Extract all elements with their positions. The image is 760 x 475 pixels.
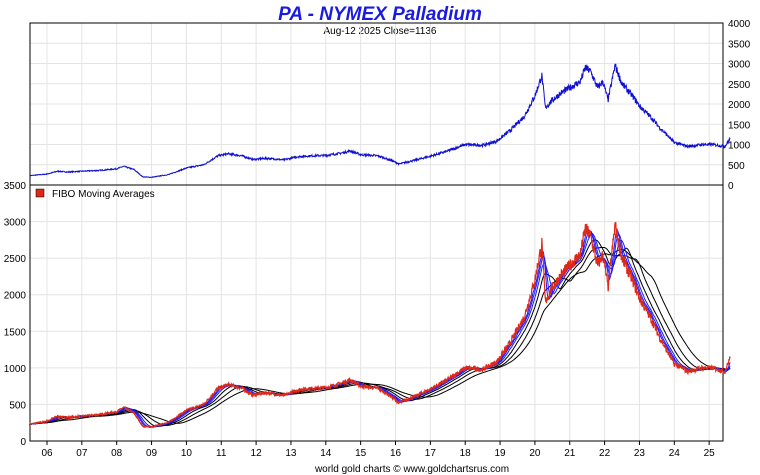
bottom-panel-grid [30,184,723,442]
x-tick-label: 17 [425,448,437,459]
x-tick-label: 24 [669,448,681,459]
top-y-tick-label: 1000 [728,141,751,152]
legend-label: FIBO Moving Averages [52,189,155,200]
ma-21-line [29,229,731,428]
bottom-y-tick-label: 2000 [4,291,27,302]
top-panel-grid [30,22,723,186]
top-y-tick-label: 1500 [728,120,751,131]
bottom-y-tick-label: 0 [20,437,26,448]
top-price-series [29,63,731,179]
x-tick-label: 07 [76,448,88,459]
x-tick-label: 08 [111,448,123,459]
footer-credit: world gold charts © www.goldchartsrus.co… [314,464,509,475]
top-y-tick-label: 0 [728,181,734,192]
x-tick-label: 14 [320,448,332,459]
x-tick-label: 10 [181,448,193,459]
ma-89-line [29,239,731,427]
bottom-y-tick-label: 1500 [4,327,27,338]
bottom-y-tick-label: 1000 [4,364,27,375]
x-axis: 06 07 08 09 10 11 12 13 14 15 16 17 18 19 20 21 22 23 24 25 [41,441,715,459]
ma-144-line [29,246,731,427]
x-tick-label: 21 [564,448,576,459]
legend-swatch [35,188,45,198]
bottom-y-axis: 0 500 1000 1500 2000 2500 3000 3500 [4,181,27,448]
x-tick-label: 15 [355,448,367,459]
ma-233-line [29,249,731,426]
chart-title: PA - NYMEX Palladium [278,4,482,25]
x-tick-label: 16 [390,448,402,459]
x-tick-label: 18 [460,448,472,459]
x-tick-label: 09 [146,448,158,459]
x-tick-label: 20 [529,448,541,459]
top-y-tick-label: 4000 [728,19,751,30]
bottom-y-tick-label: 3000 [4,218,27,229]
bottom-y-tick-label: 2500 [4,254,27,265]
top-y-tick-label: 500 [728,161,745,172]
x-tick-label: 06 [41,448,53,459]
x-tick-label: 13 [285,448,297,459]
chart-subtitle: Aug-12 2025 Close=1136 [324,26,437,37]
bottom-ma-series [29,222,731,429]
top-y-tick-label: 3000 [728,60,751,71]
top-y-tick-label: 2000 [728,100,751,111]
x-tick-label: 19 [494,448,506,459]
bottom-panel-frame [29,184,724,442]
x-tick-label: 11 [216,448,227,459]
bottom-y-tick-label: 3500 [4,181,27,192]
top-y-tick-label: 2500 [728,80,751,91]
x-tick-label: 12 [251,448,263,459]
bottom-y-tick-label: 500 [9,400,26,411]
top-y-axis: 0 500 1000 1500 2000 2500 3000 3500 4000 [728,19,751,192]
x-tick-label: 25 [704,448,716,459]
price-line [29,222,731,429]
x-tick-label: 23 [634,448,646,459]
top-y-tick-label: 3500 [728,39,751,50]
price-line [29,63,731,179]
x-tick-label: 22 [599,448,611,459]
